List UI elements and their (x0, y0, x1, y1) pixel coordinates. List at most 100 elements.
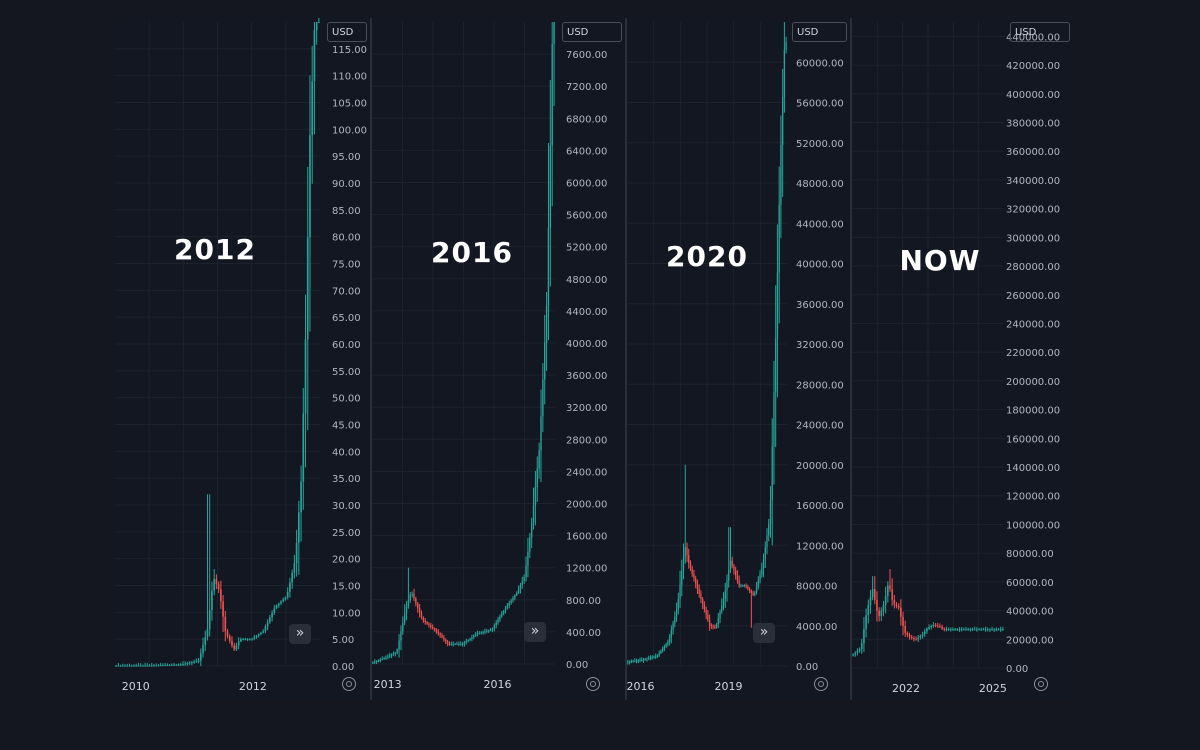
candle-body (439, 633, 441, 636)
candle-body (297, 512, 300, 543)
candle-body (670, 630, 672, 638)
candle-body (262, 631, 265, 633)
y-tick-label: 95.00 (332, 152, 361, 163)
candle-body (213, 579, 215, 591)
candle-body (869, 597, 872, 606)
candle-body (761, 568, 763, 575)
currency-badge[interactable]: USD (1010, 22, 1070, 42)
candle-body (512, 597, 514, 601)
y-tick-label: 120000.00 (1006, 492, 1060, 503)
candle-body (150, 665, 153, 667)
candle-body (897, 606, 900, 608)
candle-body (965, 629, 967, 631)
candle-body (516, 592, 518, 596)
candle-body (639, 660, 641, 662)
candle-body (681, 570, 683, 585)
candle-body (771, 446, 773, 500)
candle-body (545, 305, 548, 343)
settings-gear-icon[interactable] (1034, 677, 1048, 691)
candle-body (273, 608, 276, 613)
candle-body (390, 654, 393, 656)
candle-body (778, 205, 780, 273)
scroll-to-realtime-button[interactable]: » (753, 623, 775, 643)
candle-body (660, 650, 662, 654)
candle-body (782, 97, 784, 145)
candle-body (714, 626, 716, 628)
candle-body (928, 627, 930, 629)
currency-badge[interactable]: USD (562, 22, 622, 42)
candle-body (642, 659, 645, 661)
candle-body (417, 603, 419, 609)
candle-body (130, 665, 133, 667)
settings-gear-icon[interactable] (342, 677, 356, 691)
candle-body (191, 662, 193, 664)
candle-body (995, 629, 998, 631)
candle-body (508, 603, 510, 606)
candle-body (973, 629, 976, 631)
candle-body (980, 629, 983, 631)
y-tick-label: 16000.00 (796, 501, 844, 512)
chart-title-2012: 2012 (174, 233, 256, 266)
candle-body (293, 563, 296, 573)
candle-body (902, 616, 904, 627)
candle-body (750, 590, 752, 593)
candle-body (532, 505, 535, 523)
candle-body (135, 665, 138, 667)
candle-body (932, 624, 935, 627)
candle-body (484, 631, 486, 633)
candle-body (721, 605, 723, 612)
scroll-to-realtime-button[interactable]: » (524, 622, 546, 642)
candle-body (469, 638, 471, 640)
candle-body (628, 661, 631, 663)
settings-gear-icon[interactable] (814, 677, 828, 691)
candle-body (930, 626, 933, 628)
candle-body (471, 637, 473, 639)
x-tick-label: 2012 (239, 680, 267, 693)
scroll-to-realtime-button[interactable]: » (289, 624, 311, 644)
settings-gear-icon[interactable] (586, 677, 600, 691)
candle-body (854, 652, 857, 655)
candle-body (374, 661, 376, 663)
candle-body (641, 660, 643, 662)
x-tick-label: 2025 (979, 682, 1007, 695)
y-tick-label: 85.00 (332, 206, 361, 217)
candle-body (309, 135, 311, 238)
candle-body (182, 664, 184, 666)
y-tick-label: 48000.00 (796, 179, 844, 190)
candle-body (752, 592, 754, 595)
candle-body (891, 589, 893, 600)
candle-body (689, 563, 692, 569)
candle-body (517, 589, 520, 593)
candle-body (525, 565, 527, 578)
candle-body (264, 626, 267, 632)
candle-body (780, 144, 782, 206)
candle-body (441, 635, 443, 638)
candle-body (949, 629, 952, 631)
y-tick-label: 80000.00 (1006, 549, 1054, 560)
candle-body (428, 623, 430, 626)
y-tick-label: 115.00 (332, 45, 367, 56)
currency-badge[interactable]: USD (792, 22, 847, 42)
candle-body (197, 660, 200, 662)
candle-body (538, 450, 540, 469)
candle-body (724, 590, 726, 600)
candle-body (220, 589, 222, 602)
candle-body (989, 629, 991, 631)
candle-body (764, 547, 766, 560)
currency-badge[interactable]: USD (327, 22, 367, 42)
candle-body (860, 643, 863, 650)
y-tick-label: 340000.00 (1006, 176, 1060, 187)
y-tick-label: 5600.00 (566, 211, 607, 222)
candle-body (206, 628, 209, 638)
candle-body (547, 227, 550, 306)
candle-body (871, 589, 874, 598)
candle-body (385, 657, 387, 659)
candle-body (306, 237, 309, 340)
chart-now: 0.00 20000.00 40000.00 60000.00 80000.00 1000… (852, 22, 1060, 695)
candle-body (976, 629, 978, 631)
x-tick-label: 2019 (715, 680, 743, 693)
candle-body (738, 580, 740, 586)
chart-panel-now: 0.00 20000.00 40000.00 60000.00 80000.00 1000… (852, 18, 1075, 700)
candle-body (921, 634, 924, 637)
candle-body (387, 656, 389, 658)
